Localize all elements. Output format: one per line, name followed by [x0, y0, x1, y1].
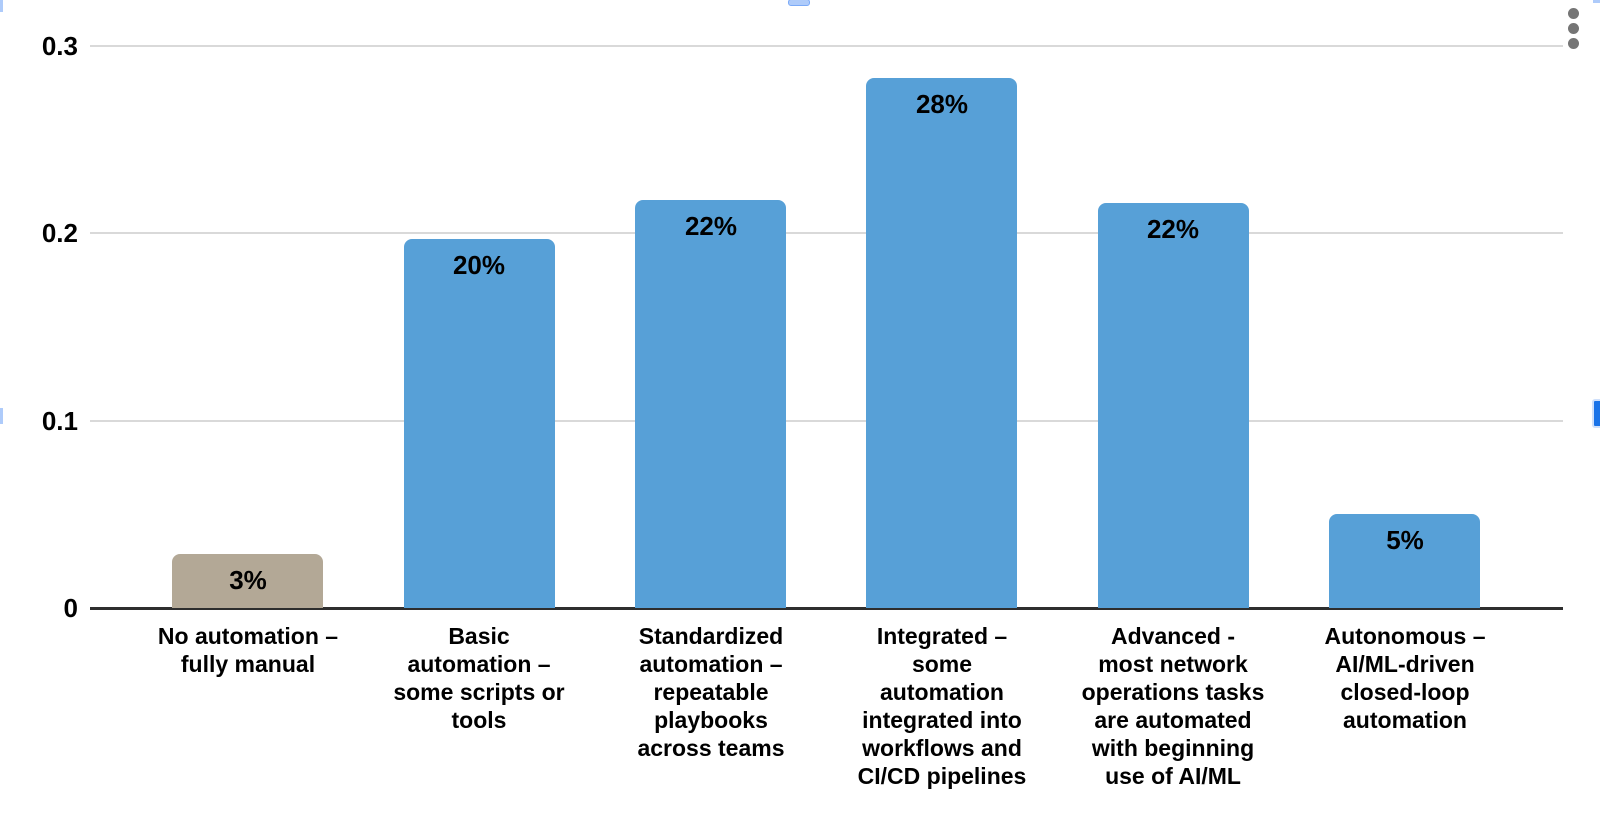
- chart-bar[interactable]: [635, 200, 786, 608]
- bar-value-label: 22%: [684, 211, 738, 241]
- y-axis-tick-label: 0.2: [41, 218, 78, 249]
- x-axis-category-label: Advanced - most network operations tasks…: [1081, 623, 1265, 789]
- chart-bar[interactable]: [404, 239, 555, 608]
- x-axis-category-label: Autonomous – AI/ML-driven closed-loop au…: [1324, 623, 1486, 733]
- y-axis-tick-label: 0.3: [41, 31, 78, 62]
- menu-dot: [1567, 8, 1579, 19]
- selection-handle-right-middle[interactable]: [1592, 399, 1600, 428]
- selection-handle-top-center[interactable]: [788, 0, 810, 6]
- menu-dot: [1567, 38, 1579, 49]
- chart-bar[interactable]: [1329, 514, 1480, 608]
- bar-value-label: 3%: [229, 565, 267, 595]
- selection-handle-top-right[interactable]: [1593, 0, 1600, 3]
- bar-value-label: 20%: [452, 250, 506, 280]
- x-axis-category-label: Integrated – some automation integrated …: [857, 623, 1027, 789]
- y-axis-tick-label: 0.1: [41, 405, 78, 436]
- bar-value-label: 28%: [915, 89, 969, 119]
- x-axis-category-label: Standardized automation – repeatable pla…: [637, 623, 785, 761]
- menu-dot: [1567, 23, 1579, 34]
- bar-value-label: 22%: [1146, 214, 1200, 244]
- bar-value-label: 5%: [1386, 525, 1424, 555]
- gridline: [90, 419, 1563, 422]
- x-axis-line: [90, 607, 1563, 610]
- gridline: [90, 232, 1563, 235]
- selection-handle-left-middle[interactable]: [0, 408, 3, 424]
- chart-bar[interactable]: [1098, 203, 1249, 608]
- chart-bar[interactable]: [866, 78, 1017, 608]
- y-axis-tick-label: 0: [63, 593, 78, 623]
- selection-handle-top-left[interactable]: [0, 0, 3, 12]
- chart-bar[interactable]: [172, 554, 323, 608]
- x-axis-category-label: Basic automation – some scripts or tools: [393, 623, 565, 733]
- x-axis-category-label: No automation – fully manual: [157, 623, 339, 677]
- gridline: [90, 45, 1563, 48]
- chart-overflow-menu-icon[interactable]: [1566, 8, 1580, 49]
